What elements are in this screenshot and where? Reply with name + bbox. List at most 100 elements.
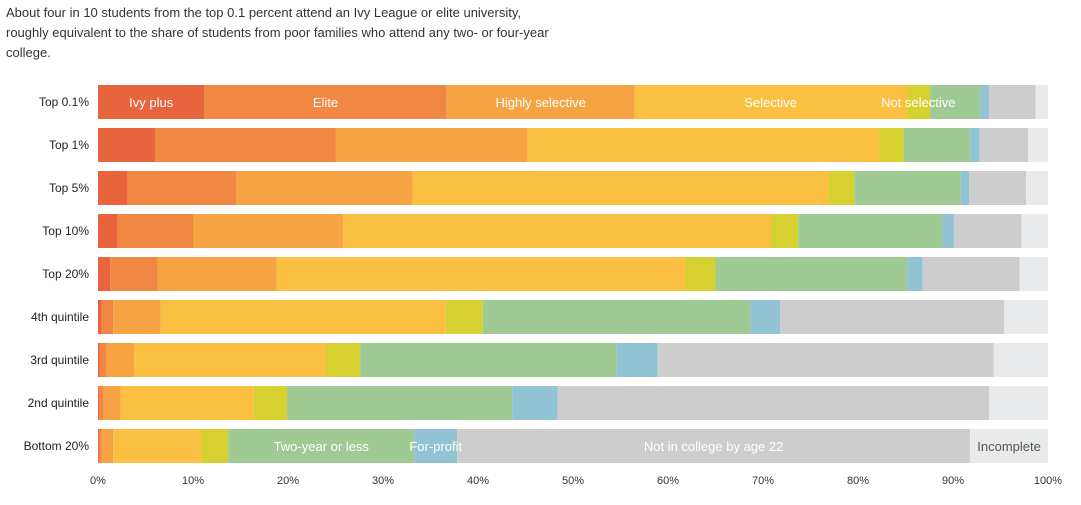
bar-segment [113, 300, 161, 334]
bar-segment [160, 300, 446, 334]
bar-segment [1026, 171, 1048, 205]
bar-segment [117, 214, 193, 248]
bar-segment [854, 171, 961, 205]
bar-segment [770, 214, 799, 248]
bar-segment [1004, 300, 1048, 334]
bar-segment [155, 128, 336, 162]
bar-segment [685, 257, 716, 291]
bar-segment [204, 85, 447, 119]
x-tick-label: 20% [277, 475, 299, 487]
bar-segment [1019, 257, 1048, 291]
segment-label: Two-year or less [274, 439, 370, 454]
bar-segment [798, 214, 943, 248]
x-tick-label: 70% [752, 475, 774, 487]
bar-segment [970, 429, 1048, 463]
bar-segment [960, 171, 970, 205]
x-tick-label: 50% [562, 475, 584, 487]
segment-label: Highly selective [496, 95, 586, 110]
bar-segment [98, 429, 102, 463]
segment-label: Elite [313, 95, 338, 110]
bar-segment [993, 343, 1048, 377]
bar-segment [98, 300, 102, 334]
x-tick-label: 100% [1034, 475, 1062, 487]
bar-segment [922, 257, 1020, 291]
bar-segment [98, 343, 100, 377]
bar-segment [878, 128, 904, 162]
segment-label: Ivy plus [129, 95, 174, 110]
bar-segment [326, 343, 361, 377]
row-label: 3rd quintile [30, 353, 89, 367]
bar-segment [157, 257, 277, 291]
bar-segment [253, 386, 288, 420]
bar-segment [634, 85, 907, 119]
bar-segment [446, 85, 635, 119]
bar-segment [1021, 214, 1048, 248]
bar-segment [414, 429, 458, 463]
bar-segment [457, 429, 971, 463]
bar-segment [98, 214, 117, 248]
x-tick-label: 90% [942, 475, 964, 487]
bar-segment [106, 343, 135, 377]
bar-segment [1028, 128, 1048, 162]
x-tick-label: 80% [847, 475, 869, 487]
bar-segment [193, 214, 344, 248]
bar-segment [110, 257, 158, 291]
bar-segment [942, 214, 954, 248]
x-tick-label: 30% [372, 475, 394, 487]
bar-segment [103, 386, 121, 420]
row-label: Top 0.1% [39, 95, 89, 109]
row-label: 2nd quintile [28, 396, 90, 410]
bar-segment [906, 85, 931, 119]
bar-segment [98, 386, 104, 420]
row-label: Bottom 20% [24, 439, 90, 453]
bar-segment [98, 171, 128, 205]
row-label: Top 20% [42, 267, 89, 281]
bar-segment [989, 85, 1036, 119]
chart-intro-text: About four in 10 students from the top 0… [6, 5, 549, 60]
bar-segment [527, 128, 879, 162]
bar-segment [98, 128, 155, 162]
bar-segment [482, 300, 751, 334]
bar-segment [343, 214, 771, 248]
segment-label: Not in college by age 22 [644, 439, 783, 454]
bar-segment [134, 343, 326, 377]
segment-label: Not selective [881, 95, 955, 110]
bar-segment [98, 429, 99, 463]
bar-segment [98, 85, 205, 119]
bar-segment [276, 257, 686, 291]
bar-segment [335, 128, 528, 162]
bar-segment [715, 257, 908, 291]
bar-segment [412, 171, 829, 205]
row-label: Top 1% [49, 138, 89, 152]
bar-segment [903, 128, 971, 162]
x-tick-label: 0% [90, 475, 106, 487]
bar-segment [657, 343, 994, 377]
segment-label: For-profit [409, 439, 462, 454]
bar-segment [828, 171, 855, 205]
bar-segment [930, 85, 981, 119]
bar-segment [907, 257, 923, 291]
bar-segment [557, 386, 990, 420]
bar-segment [120, 386, 254, 420]
bar-segment [445, 300, 483, 334]
bar-segment [228, 429, 415, 463]
x-tick-label: 60% [657, 475, 679, 487]
bar-segment [970, 128, 980, 162]
bar-segment [98, 257, 111, 291]
row-label: Top 5% [49, 181, 89, 195]
bar-segment [360, 343, 617, 377]
x-tick-label: 40% [467, 475, 489, 487]
bar-segment [98, 386, 99, 420]
bar-segment [113, 429, 202, 463]
bar-segment [287, 386, 513, 420]
bar-segment [201, 429, 229, 463]
bar-segment [99, 343, 107, 377]
bar-segment [989, 386, 1048, 420]
bar-segment [512, 386, 558, 420]
bar-segment [1035, 85, 1048, 119]
bar-segment [780, 300, 1005, 334]
bar-segment [101, 429, 114, 463]
bar-segment [101, 300, 114, 334]
bar-segment [236, 171, 413, 205]
